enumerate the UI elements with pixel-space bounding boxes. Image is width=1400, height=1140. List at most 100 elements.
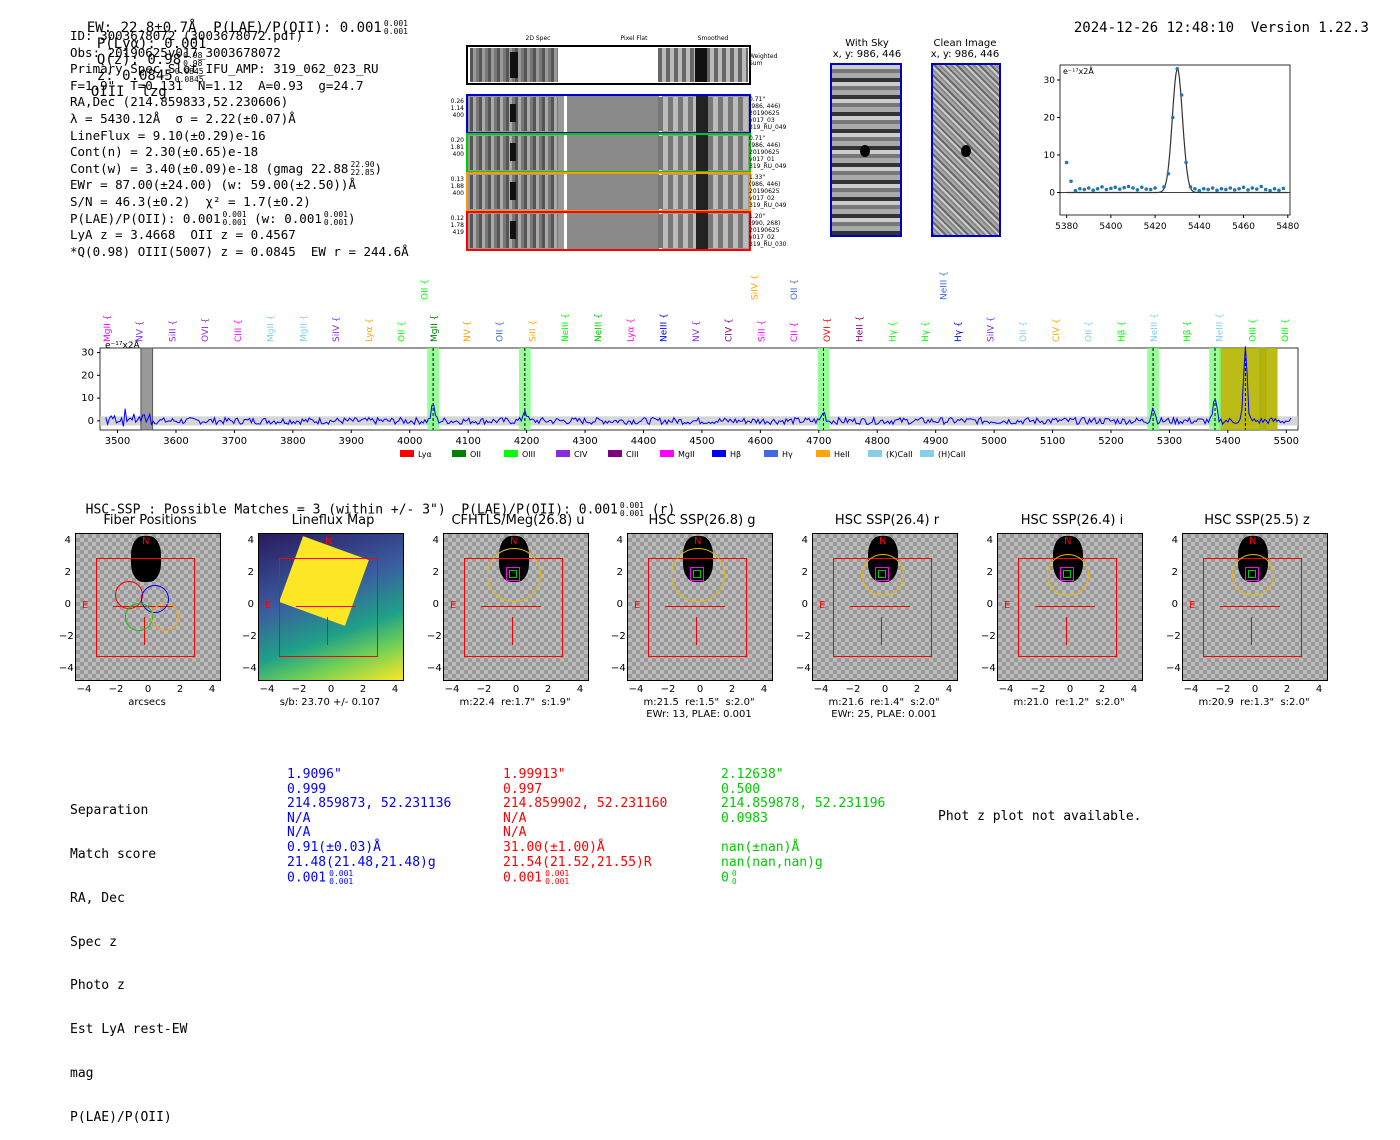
y-tick-label: 4 — [1171, 535, 1178, 546]
legend-swatch — [920, 450, 934, 457]
y-tick-label: 4 — [64, 535, 71, 546]
photz-message: Phot z plot not available. — [938, 809, 1142, 824]
ellipse-fit — [1232, 554, 1274, 596]
data-point — [1091, 188, 1095, 193]
match-box — [693, 570, 701, 578]
plae-bounds: 0.001 0.001 — [545, 870, 569, 886]
x-tick-label: −4 — [76, 684, 92, 695]
data-point — [1175, 66, 1180, 71]
legend-swatch — [868, 450, 882, 457]
panel-caption: arcsecs — [128, 697, 166, 708]
y-tick-label: −4 — [611, 663, 626, 674]
header-datetime-version: 2024-12-26 12:48:10 Version 1.22.3 — [1057, 4, 1369, 36]
header-z: z: 0.0845 — [96, 68, 173, 84]
spectrum-line — [105, 346, 1292, 427]
cutout-flat — [564, 96, 662, 132]
x-tick-label: 5460 — [1232, 222, 1255, 232]
data-point — [1131, 186, 1135, 190]
data-point — [1201, 186, 1206, 191]
line-id-label: Hγ { — [921, 321, 931, 342]
emission-blob — [510, 143, 516, 161]
y-tick-label: 4 — [432, 535, 439, 546]
x-tick-label: 5100 — [1040, 436, 1065, 447]
north-label: N — [325, 536, 333, 547]
x-tick-label: −2 — [476, 684, 492, 695]
info-lineflux: LineFlux = 9.10(±0.29)e-16 — [70, 127, 266, 143]
crosshair-h — [481, 606, 541, 607]
north-label: N — [694, 536, 702, 547]
header-qz-sup: 0.98 — [183, 51, 203, 60]
match-box — [506, 567, 520, 581]
x-tick-label: 4400 — [631, 436, 656, 447]
data-point — [1259, 184, 1264, 189]
legend-label: (K)CaII — [886, 450, 913, 459]
y-tick-label: −4 — [981, 663, 996, 674]
y-tick-label: 10 — [1044, 151, 1056, 161]
hsc-summary-text: HSC-SSP : Possible Matches = 3 (within +… — [85, 502, 618, 518]
info-primary: Primary Spec_Slot_IFU_AMP: 319_062_023_R… — [70, 61, 379, 77]
legend-label: Lyα — [418, 450, 432, 459]
line-id-label: NeIII { — [1216, 313, 1226, 342]
x-tick-label: −4 — [813, 684, 829, 695]
y-axis-label: e⁻¹⁷x2Å — [105, 339, 141, 351]
y-tick-label: −2 — [611, 631, 626, 642]
cutout-row-left-info: 0.26 1.14 400 — [450, 98, 464, 119]
info-plae: P(LAE)/P(OII): 0.001 0.001 0.001 (w: 0.001… — [70, 211, 409, 228]
header-version: Version 1.22.3 — [1250, 20, 1369, 36]
crosshair-h — [850, 606, 910, 607]
info-fiber: F=1.9" T=0.131 N=1.12 A=0.93 g=24.7 — [70, 77, 364, 93]
y-tick-label: 0 — [88, 416, 94, 427]
plae-value: 0 — [721, 870, 729, 886]
header-z-sub: 0.0845 — [174, 75, 204, 84]
y-tick-label: 4 — [801, 535, 808, 546]
header-qz-sub: 0.98 — [183, 59, 203, 68]
y-tick-label: −2 — [796, 631, 811, 642]
x-tick-label: 0 — [881, 684, 889, 695]
legend-swatch — [556, 450, 570, 457]
y-axis-label: e⁻¹⁷x2Å — [1063, 65, 1094, 76]
data-point — [1179, 93, 1184, 97]
north-label: N — [1249, 536, 1257, 547]
legend-label: OIII — [522, 450, 535, 459]
east-label: E — [1004, 600, 1011, 611]
hsc-summary-sup: 0.001 — [619, 501, 644, 510]
cutout-row-box — [466, 172, 751, 212]
panel-caption: m:20.9 re:1.3" s:2.0" — [1198, 697, 1310, 708]
with-sky-title: With Sky x, y: 986, 446 — [822, 38, 912, 60]
cutout-2d — [470, 48, 558, 82]
line-id-label: SiIV { — [987, 316, 997, 342]
legend-swatch — [660, 450, 674, 457]
y-tick-label: 0 — [801, 599, 808, 610]
info-contw-text: Cont(w) = 3.40(±0.09)e-18 (gmag 22.88 — [70, 160, 349, 176]
match-box — [509, 570, 517, 578]
line-id-label: MgII { — [103, 315, 113, 342]
y-tick-label: 0 — [247, 599, 254, 610]
col-smoothed: Smoothed — [697, 35, 729, 42]
label-match-score: Match score — [70, 846, 157, 862]
header-qz: Q(z): 0.98 — [96, 52, 182, 68]
panel-title: CFHTLS/Meg(26.8) u — [451, 513, 585, 528]
with-sky-image — [830, 63, 902, 237]
line-id-label: SiIV { — [750, 274, 760, 300]
x-tick-label: 4 — [1130, 684, 1138, 695]
legend-label: Hβ — [730, 450, 741, 459]
x-tick-label: 5380 — [1055, 222, 1078, 232]
match-box — [875, 567, 889, 581]
line-id-label: NV { — [463, 321, 473, 342]
x-tick-label: 2 — [544, 684, 552, 695]
panel-caption: m:21.6 re:1.4" s:2.0" — [828, 697, 940, 708]
panel-caption: s/b: 23.70 +/- 0.107 — [279, 697, 381, 708]
header-ew-plae: EW: 22.8±0.7Å P(LAE)/P(OII): 0.001 — [86, 20, 382, 36]
info-radec: RA,Dec (214.859833,52.230606) — [70, 94, 289, 110]
ellipse-fit — [1047, 554, 1089, 596]
hsc-summary-sub: 0.001 — [619, 509, 644, 518]
line-id-label: Hγ { — [954, 321, 964, 342]
data-point — [1241, 185, 1246, 190]
clean-image-label: Clean Image — [933, 38, 997, 49]
x-tick-label: 0 — [144, 684, 152, 695]
y-tick-label: 0 — [1171, 599, 1178, 610]
info-plae-sup2: 0.001 — [323, 210, 348, 220]
panel-title: Fiber Positions — [103, 513, 197, 528]
